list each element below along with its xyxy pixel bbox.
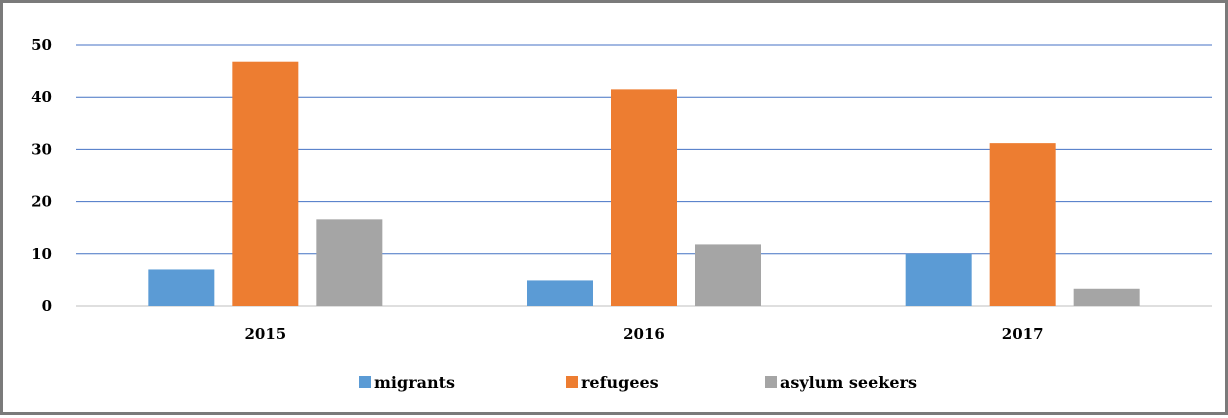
- y-axis-tick-labels: 0 10 20 30 40 50: [31, 36, 52, 315]
- x-tick-label-2017: 2017: [1002, 325, 1044, 343]
- legend-swatch-refugees: [566, 376, 578, 388]
- y-tick-label-30: 30: [31, 140, 52, 158]
- bar-refugees-2015: [232, 61, 299, 307]
- y-tick-label-40: 40: [31, 88, 52, 106]
- bar-migrants-2016: [527, 280, 593, 306]
- legend-label-migrants: migrants: [374, 373, 455, 392]
- bar-refugees-2017: [989, 143, 1056, 306]
- y-tick-label-20: 20: [31, 193, 52, 211]
- legend: migrants refugees asylum seekers: [359, 373, 917, 392]
- bar-asylum-seekers-2016: [695, 244, 761, 306]
- bar-asylum-seekers-2017: [1073, 288, 1140, 306]
- legend-swatch-asylum-seekers: [765, 376, 777, 388]
- y-tick-label-50: 50: [31, 36, 52, 54]
- x-tick-label-2016: 2016: [623, 325, 665, 343]
- legend-label-asylum-seekers: asylum seekers: [780, 373, 917, 392]
- bars: [148, 61, 1140, 307]
- y-tick-label-0: 0: [42, 297, 52, 315]
- legend-swatch-migrants: [359, 376, 371, 388]
- bar-migrants-2017: [905, 253, 972, 306]
- bar-refugees-2016: [611, 89, 677, 307]
- bar-asylum-seekers-2015: [316, 219, 383, 306]
- legend-label-refugees: refugees: [581, 373, 659, 392]
- x-tick-label-2015: 2015: [244, 325, 286, 343]
- bar-chart: 0 10 20 30 40 50 2015 2016 2017 migrants refugee…: [31, 36, 1212, 392]
- x-axis-tick-labels: 2015 2016 2017: [244, 325, 1043, 343]
- y-tick-label-10: 10: [31, 245, 52, 263]
- bar-migrants-2015: [148, 269, 215, 306]
